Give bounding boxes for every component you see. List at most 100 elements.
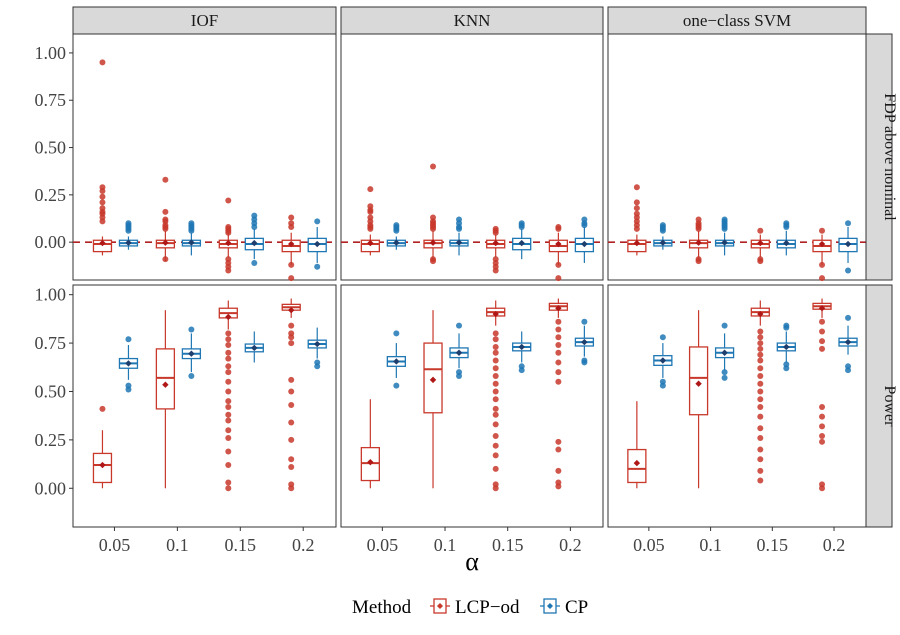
box-lcp-od [360, 399, 380, 489]
box-outlier [225, 330, 232, 337]
box-lcp-od [750, 227, 770, 265]
box-outlier [492, 380, 499, 387]
box-outlier [225, 355, 232, 362]
x-tick-label: 0.2 [823, 535, 846, 555]
box-lcp-od [688, 310, 709, 489]
box-outlier [783, 224, 790, 231]
box-lcp-od [92, 405, 113, 489]
box-lcp-od [627, 401, 647, 489]
box-outlier [845, 267, 852, 274]
box-mean-marker [314, 340, 321, 348]
box-mean-marker [818, 240, 826, 248]
box-mean-marker [581, 240, 588, 248]
box-outlier [225, 398, 232, 405]
x-tick-label: 0.2 [559, 535, 582, 555]
box-cp [714, 216, 735, 256]
box-lcp-od [218, 300, 238, 492]
box-outlier [757, 345, 764, 352]
box-cp [118, 336, 139, 393]
box-outlier [288, 261, 295, 268]
column-strip [340, 6, 604, 35]
box-mean-marker [844, 240, 852, 248]
box-outlier [492, 357, 499, 364]
box-lcp-od [281, 298, 301, 492]
box-outlier [633, 184, 640, 191]
box-mean-marker [429, 239, 437, 246]
box-mean-marker [555, 305, 562, 312]
box-mean-marker [125, 239, 132, 246]
box-outlier [430, 163, 437, 170]
box-outlier [99, 193, 106, 200]
strip-layer: IOF KNN one−class SVM FDP above nominal Powe… [72, 6, 898, 528]
box-outlier [492, 267, 499, 274]
box-outlier [633, 205, 640, 212]
box-outlier [188, 372, 195, 379]
box-outlier [845, 367, 852, 374]
box-outlier [492, 336, 499, 343]
column-strip-label: one−class SVM [683, 11, 791, 30]
box-outlier [757, 328, 764, 335]
column-strip-label: KNN [454, 11, 491, 30]
box-outlier [492, 421, 499, 428]
box-outlier [225, 349, 232, 356]
x-tick-label: 0.15 [757, 535, 789, 555]
box-outlier [757, 388, 764, 395]
box-outlier [456, 225, 463, 232]
box-mean-marker [251, 344, 258, 352]
box-lcp-od [155, 310, 176, 489]
box-mean-marker [518, 239, 525, 247]
column-strip [607, 6, 867, 35]
box-outlier [819, 227, 826, 234]
box-outlier [819, 338, 826, 345]
box-outlier [721, 369, 728, 376]
box-outlier [518, 367, 525, 374]
box-outlier [288, 322, 295, 329]
box-outlier [555, 349, 562, 356]
box-outlier [819, 275, 826, 282]
box-outlier [492, 485, 499, 492]
box-outlier [659, 334, 666, 341]
box-cp [307, 218, 327, 270]
box-outlier [555, 438, 562, 445]
box-outlier [492, 396, 499, 403]
box-mean-marker [251, 239, 258, 247]
box-mean-marker [225, 313, 232, 321]
box-outlier [456, 372, 463, 379]
box-outlier [492, 405, 499, 412]
box-mean-marker [162, 381, 169, 388]
box-outlier [162, 176, 169, 183]
box-outlier [757, 477, 764, 484]
y-tick-label: 0.25 [35, 430, 67, 450]
x-tick-label: 0.2 [292, 535, 315, 555]
box-outlier [125, 336, 132, 343]
box-lcp-od [218, 197, 238, 274]
box-outlier [492, 343, 499, 350]
box-lcp-od [812, 298, 832, 492]
box-cp [512, 331, 532, 374]
box-outlier [721, 322, 728, 329]
box-outlier [162, 208, 169, 215]
box-mean-marker [314, 240, 321, 248]
x-tick-label: 0.1 [434, 535, 457, 555]
box-outlier [225, 427, 232, 434]
box-outlier [314, 218, 321, 225]
box-mean-marker [288, 240, 295, 248]
box-outlier [393, 330, 400, 337]
box-mean-marker [555, 240, 562, 248]
box-outlier [225, 485, 232, 492]
legend-label-cp: CP [565, 597, 588, 618]
box-cp [776, 220, 796, 256]
box-mean-marker [393, 239, 400, 246]
box-outlier [492, 442, 499, 449]
x-tick-label: 0.05 [99, 535, 131, 555]
box-mean-marker [162, 239, 169, 246]
panel-border [607, 33, 867, 281]
box-outlier [162, 256, 169, 263]
box-mean-marker [844, 338, 852, 346]
box-lcp-od [548, 298, 569, 490]
box-outlier [393, 382, 400, 389]
box-outlier [659, 382, 666, 389]
box-mean-marker [633, 239, 641, 247]
box-outlier [492, 330, 499, 337]
legend-label-lcp-od: LCP−od [455, 597, 520, 618]
